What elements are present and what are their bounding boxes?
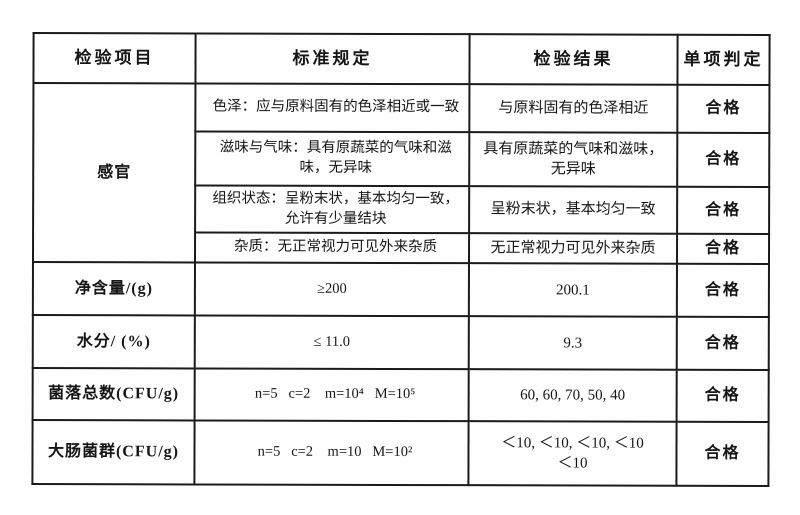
- standard-cell: n=5 c=2 m=10 M=10²: [194, 420, 469, 486]
- standard-cell: 滋味与气味：具有原蔬菜的气味和滋味，无异味: [195, 131, 470, 187]
- item-cell: 水分/ (%): [32, 315, 195, 369]
- result-cell: 9.3: [468, 316, 677, 370]
- judgment-cell: 合格: [676, 316, 769, 371]
- item-cell: 净含量/(g): [32, 262, 195, 316]
- item-cell: 大肠菌群(CFU/g): [32, 420, 195, 485]
- table-row-net-content: 净含量/(g) ≥200 200.1 合格: [32, 262, 769, 318]
- header-row: 检验项目 标准规定 检验结果 单项判定: [33, 33, 770, 85]
- standard-cell: ≥200: [194, 262, 469, 317]
- result-cell: 无正常视力可见外来杂质: [468, 233, 678, 264]
- table-row-color: 感官 色泽：应与原料固有的色泽相近或一致 与原料固有的色泽相近 合格: [32, 83, 770, 263]
- header-cell-judgment: 单项判定: [677, 34, 770, 85]
- table-row-total-plate-count: 菌落总数(CFU/g) n=5 c=2 m=10⁴ M=10⁵ 60, 60, …: [32, 368, 769, 423]
- header-cell-result: 检验结果: [469, 34, 678, 85]
- standard-cell: n=5 c=2 m=10⁴ M=10⁵: [194, 368, 469, 422]
- table-row-moisture: 水分/ (%) ≤ 11.0 9.3 合格: [32, 315, 769, 371]
- judgment-cell: 合格: [677, 84, 770, 133]
- result-cell: 60, 60, 70, 50, 40: [468, 369, 677, 422]
- result-cell: 具有原蔬菜的气味和滋味， 无异味: [469, 132, 678, 187]
- result-cell: 与原料固有的色泽相近: [469, 84, 678, 133]
- judgment-cell: 合格: [677, 186, 770, 235]
- result-cell: 呈粉末状，基本均匀一致: [469, 186, 678, 234]
- judgment-cell: 合格: [676, 233, 770, 265]
- judgment-cell: 合格: [676, 263, 769, 318]
- standard-cell: 杂质：无正常视力可见外来杂质: [194, 232, 470, 264]
- standard-cell: 色泽：应与原料固有的色泽相近或一致: [195, 83, 470, 133]
- sensory-item-cell: 感官: [32, 83, 196, 263]
- inspection-report-table: 检验项目 标准规定 检验结果 单项判定 感官 色泽：应与原料固有的色泽相近或一致…: [31, 32, 770, 487]
- result-cell: 200.1: [468, 263, 677, 317]
- table-row-coliforms: 大肠菌群(CFU/g) n=5 c=2 m=10 M=10² ＜10, ＜10,…: [32, 420, 769, 487]
- result-cell: ＜10, ＜10, ＜10, ＜10 ＜10: [468, 421, 677, 486]
- judgment-cell: 合格: [676, 369, 769, 423]
- header-cell-inspection-item: 检验项目: [33, 33, 196, 84]
- header-cell-standard: 标准规定: [195, 33, 470, 85]
- item-cell: 菌落总数(CFU/g): [32, 368, 195, 421]
- judgment-cell: 合格: [677, 132, 770, 187]
- judgment-cell: 合格: [676, 421, 769, 487]
- standard-cell: 组织状态：呈粉末状，基本均匀一致， 允许有少量结块: [195, 185, 470, 234]
- standard-cell: ≤ 11.0: [194, 315, 469, 370]
